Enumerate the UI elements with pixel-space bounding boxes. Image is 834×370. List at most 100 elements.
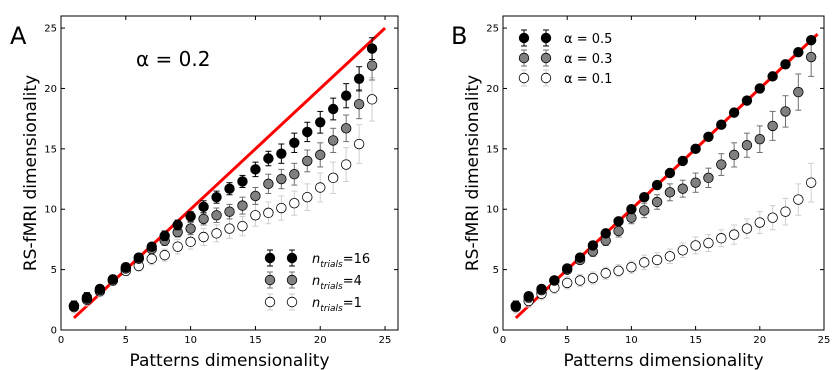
data-point — [327, 103, 339, 115]
legend-marker — [286, 252, 298, 264]
panel-b: 0 5 10 15 20 25 0 5 10 15 20 25 Patterns dimensional… — [451, 15, 830, 370]
data-point — [353, 73, 365, 85]
data-point — [805, 34, 817, 46]
legend-label: α = 0.3 — [564, 52, 612, 67]
data-point — [562, 263, 573, 274]
data-point — [224, 206, 235, 217]
data-point — [366, 60, 378, 71]
x-tick-label: 10 — [625, 335, 638, 346]
y-tick-label: 0 — [493, 326, 499, 337]
x-tick-label: 15 — [249, 335, 262, 346]
data-point — [626, 204, 637, 215]
data-point — [767, 120, 778, 132]
data-point — [767, 71, 778, 82]
data-point — [651, 196, 663, 208]
data-point — [639, 257, 650, 268]
legend-marker — [264, 274, 276, 286]
x-axis-label: Patterns dimensionality — [129, 351, 329, 370]
y-tick-label: 25 — [44, 24, 57, 35]
legend-marker — [264, 296, 276, 308]
legend-label-subscript: trials — [320, 282, 343, 292]
y-tick-label: 15 — [486, 144, 499, 155]
data-point — [651, 179, 663, 191]
data-point — [263, 207, 274, 219]
data-point — [741, 223, 753, 234]
y-tick-label: 5 — [51, 265, 57, 276]
legend-marker — [518, 72, 530, 84]
x-tick-label: 20 — [753, 335, 766, 346]
data-point — [716, 159, 727, 170]
data-point — [250, 210, 261, 221]
y-axis-label: RS-fMRI dimensionality — [21, 75, 41, 271]
data-point — [793, 86, 804, 98]
legend: α = 0.5 α = 0.3 α = 0.1 — [518, 29, 612, 87]
data-point — [626, 262, 637, 273]
data-point — [562, 277, 573, 289]
y-tick-label: 25 — [486, 24, 499, 35]
data-point — [81, 292, 93, 303]
data-point — [780, 206, 791, 217]
data-point — [107, 274, 119, 285]
data-point — [185, 236, 196, 248]
data-point — [159, 249, 170, 261]
data-point — [366, 43, 378, 54]
data-point — [211, 210, 222, 221]
data-point — [276, 202, 287, 214]
data-point — [289, 169, 300, 180]
identity-line — [72, 26, 387, 320]
data-point — [340, 90, 352, 101]
legend-label: ntrials=16 — [312, 252, 370, 270]
legend-marker — [286, 274, 298, 286]
y-axis-label: RS-fMRI dimensionality — [463, 75, 483, 271]
y-tick-label: 0 — [51, 326, 57, 337]
data-point — [716, 233, 727, 244]
x-tick-label: 5 — [564, 335, 570, 346]
data-point — [198, 231, 209, 243]
series-1 — [68, 37, 378, 312]
legend-label-value: =4 — [343, 274, 362, 289]
data-point — [574, 252, 586, 263]
x-tick-label: 20 — [314, 335, 327, 346]
data-point — [780, 59, 791, 70]
data-point — [289, 137, 300, 149]
data-point — [728, 107, 740, 118]
data-point — [302, 126, 313, 138]
legend-label: ntrials=4 — [312, 274, 362, 292]
legend-marker — [540, 72, 552, 84]
data-point — [224, 223, 235, 234]
x-tick-label: 10 — [184, 335, 197, 346]
series-3 — [68, 77, 378, 314]
data-point — [587, 240, 599, 251]
data-point — [315, 149, 326, 161]
data-point — [690, 143, 701, 155]
y-tick-label: 5 — [493, 265, 499, 276]
data-point — [94, 283, 106, 295]
data-point — [185, 223, 196, 234]
data-point — [741, 140, 753, 151]
data-point — [276, 173, 287, 185]
data-point — [224, 183, 235, 194]
y-tick-label: 15 — [44, 144, 57, 155]
data-point — [613, 225, 624, 237]
data-point — [587, 272, 599, 284]
data-point — [805, 51, 817, 63]
plot-frame — [502, 15, 825, 331]
legend-label: ntrials=1 — [312, 296, 362, 314]
legend-marker — [518, 32, 530, 44]
data-point — [613, 216, 624, 227]
legend-marker — [264, 252, 276, 264]
data-point — [549, 275, 560, 286]
alpha-annotation: α = 0.2 — [136, 47, 210, 71]
data-point — [263, 153, 274, 164]
legend-label-value: =1 — [343, 296, 362, 311]
series-3 — [510, 162, 817, 314]
data-point — [172, 219, 183, 231]
data-point — [340, 123, 352, 134]
data-point — [120, 262, 132, 273]
data-point — [211, 228, 222, 239]
x-tick-label: 5 — [123, 335, 129, 346]
data-point — [664, 187, 676, 198]
data-point — [741, 95, 753, 106]
y-tick-label: 10 — [486, 205, 499, 216]
